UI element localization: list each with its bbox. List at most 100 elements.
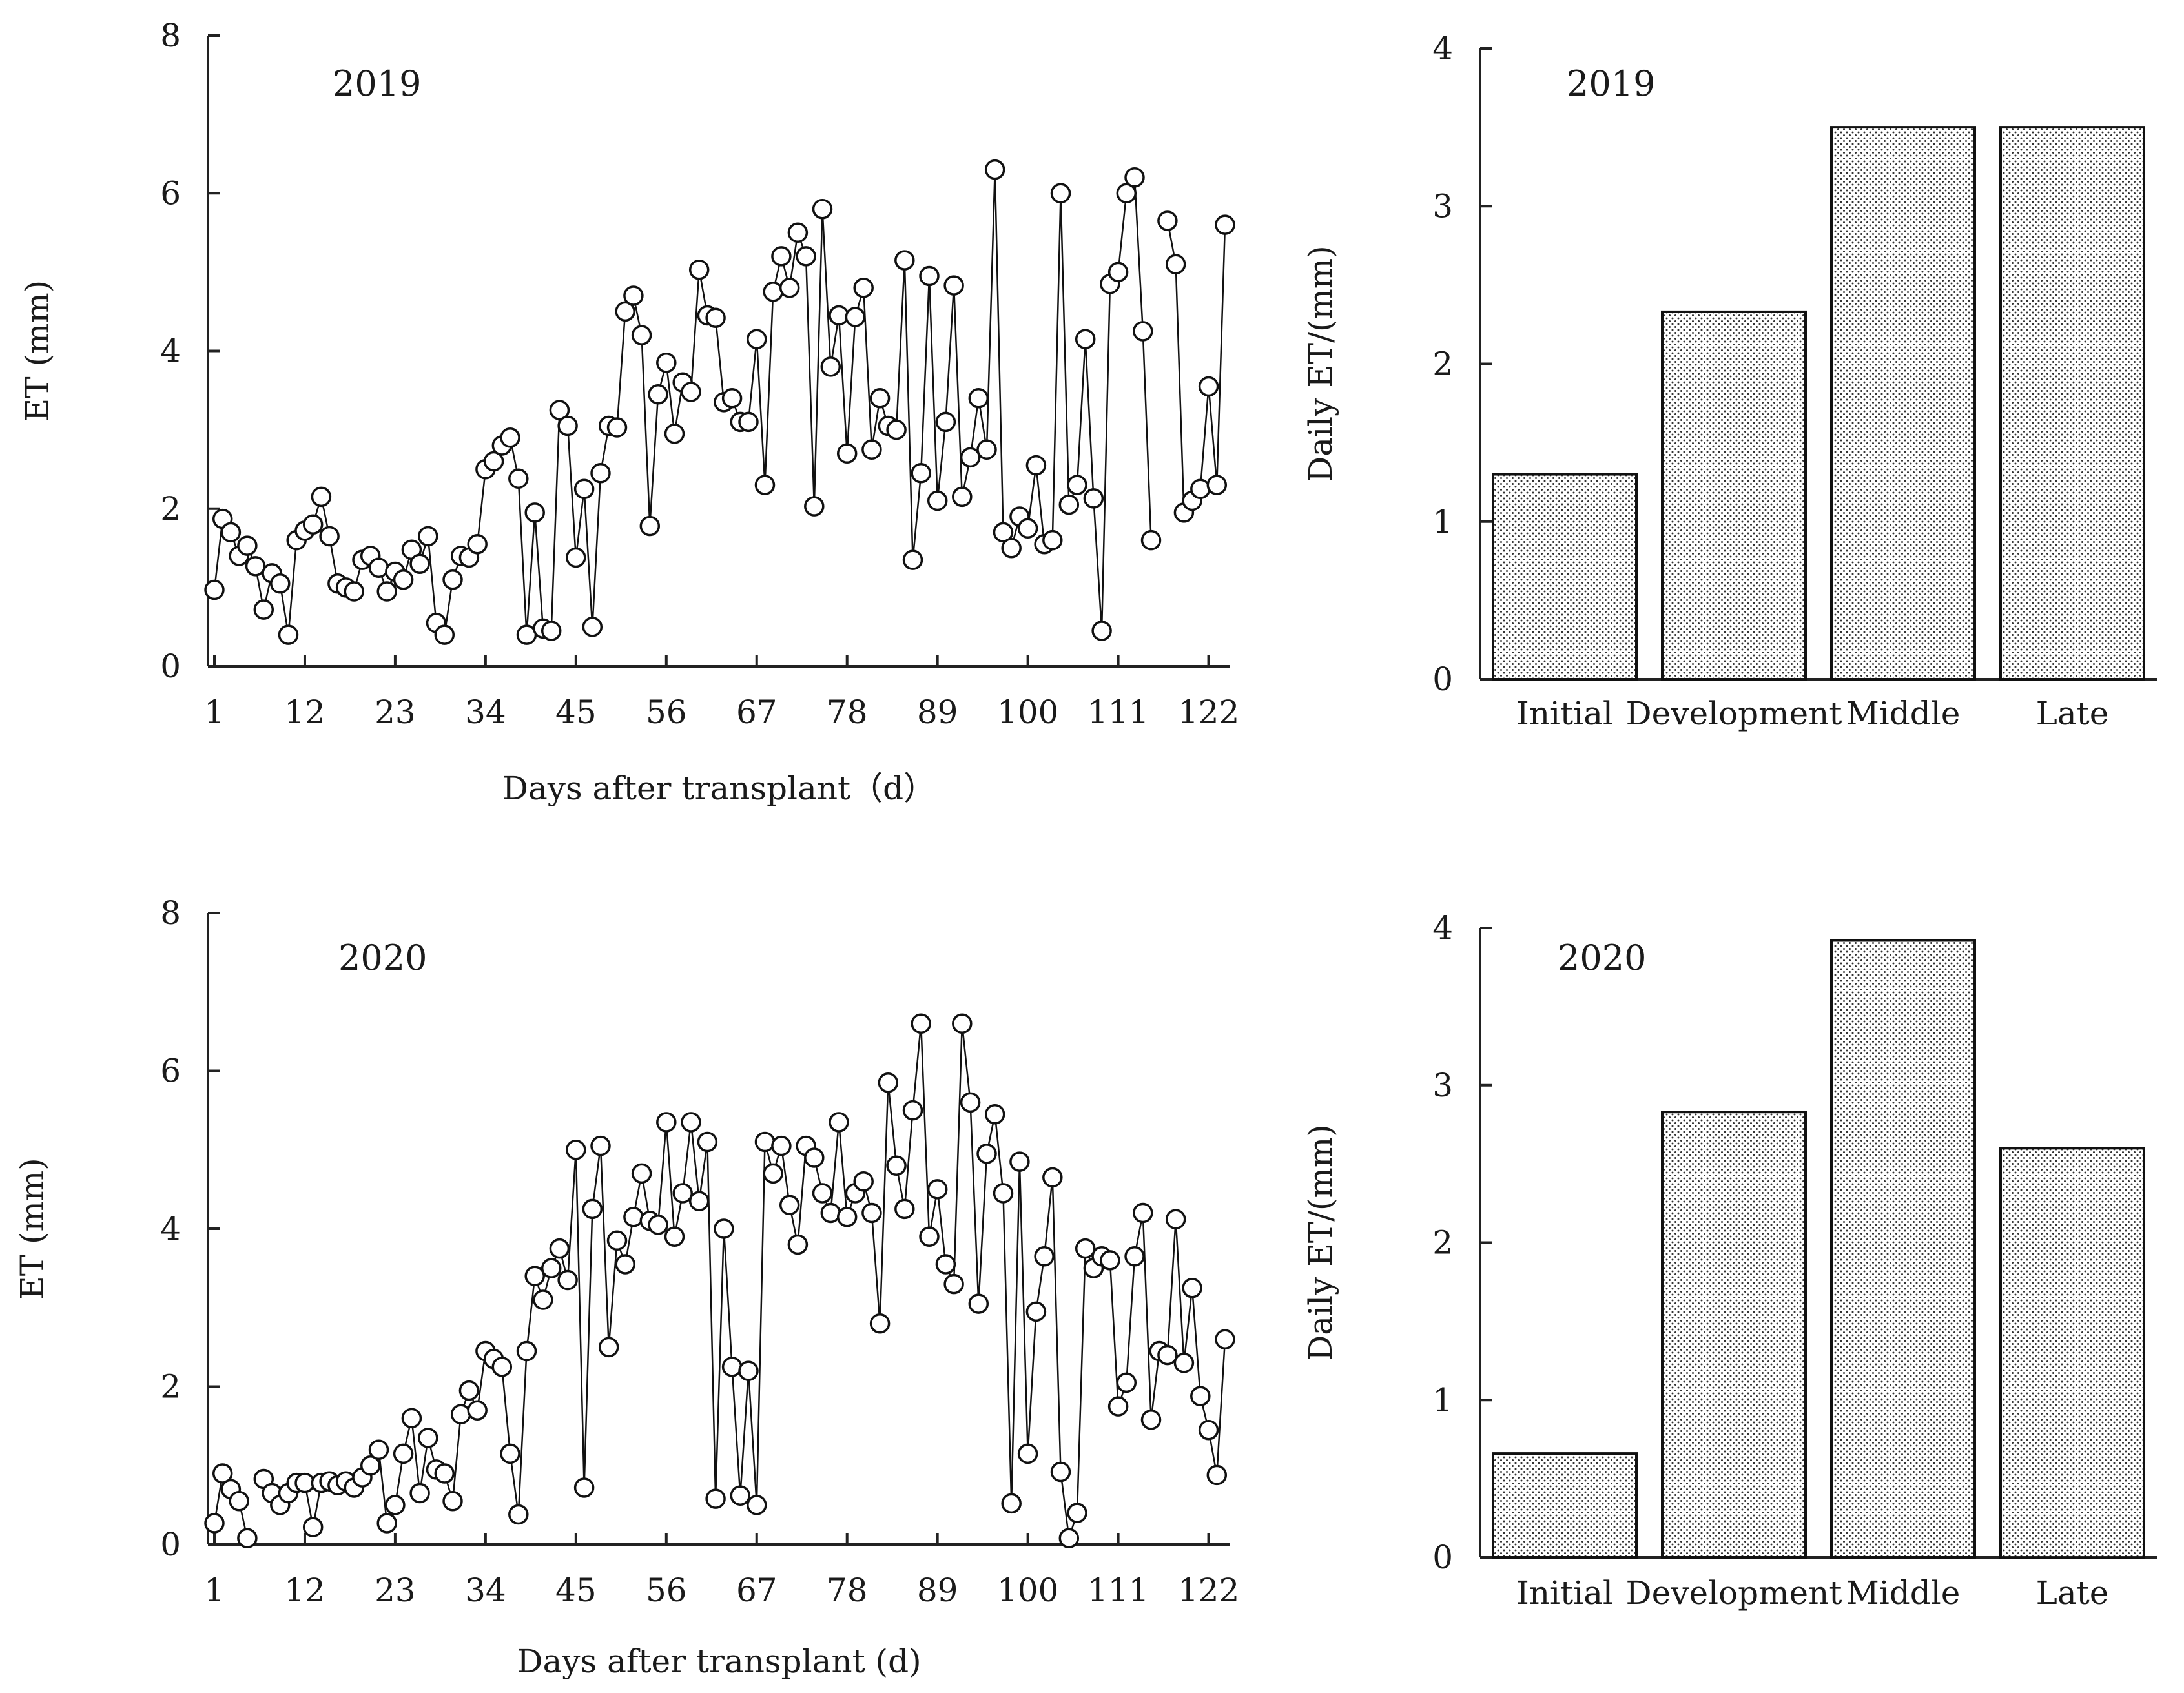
data-point [853, 1171, 874, 1192]
data-point [656, 1112, 677, 1133]
data-point [1140, 529, 1162, 551]
data-point [491, 1357, 513, 1377]
data-point [960, 447, 981, 468]
data-point [1157, 210, 1178, 231]
data-point [220, 522, 242, 543]
bar-development [1661, 310, 1807, 681]
category-label: Initial [1516, 1574, 1613, 1612]
data-point [697, 1131, 718, 1153]
data-point [1091, 621, 1112, 641]
y-axis-label: Daily ET/(mm) [1302, 1124, 1339, 1361]
category-label: Late [2036, 1574, 2109, 1612]
x-tick-label: 56 [646, 1572, 687, 1609]
data-point [968, 1293, 989, 1314]
y-tick-label: 6 [160, 1052, 181, 1090]
data-point [434, 624, 455, 645]
data-point [943, 1273, 964, 1295]
data-point [623, 285, 644, 306]
category-label: Development [1626, 695, 1842, 732]
y-tick-label: 0 [1432, 661, 1453, 698]
data-point [688, 1191, 710, 1211]
data-point [681, 382, 701, 402]
y-tick-label: 4 [160, 333, 181, 370]
data-point [442, 1491, 463, 1512]
category-label: Middle [1846, 1574, 1961, 1612]
y-tick-label: 0 [160, 648, 181, 685]
x-tick-label: 56 [646, 693, 687, 731]
bar-late [1999, 126, 2145, 681]
data-point [952, 1013, 973, 1034]
bar-middle [1830, 126, 1976, 681]
bar-initial [1492, 1452, 1638, 1559]
data-point [763, 282, 783, 302]
x-tick-label: 111 [1087, 1572, 1149, 1609]
data-point [573, 1477, 595, 1498]
data-point [450, 1404, 471, 1425]
bar-development [1661, 1111, 1807, 1559]
data-point [836, 443, 858, 464]
data-point [754, 475, 776, 495]
data-point [302, 1517, 324, 1537]
x-axis-label: Days after transplant (d) [517, 1643, 921, 1680]
data-point [911, 1013, 931, 1034]
data-point [615, 1254, 635, 1275]
x-tick-label: 34 [465, 693, 506, 731]
data-point [829, 305, 849, 326]
bar-initial [1492, 473, 1638, 681]
x-tick-label: 100 [997, 1572, 1058, 1609]
data-point [1050, 1461, 1071, 1483]
data-point [984, 159, 1005, 180]
data-point [302, 514, 324, 535]
data-point [1042, 529, 1063, 551]
y-tick-label: 4 [160, 1210, 181, 1247]
data-point [467, 533, 488, 555]
data-point [927, 490, 948, 511]
data-point [409, 1483, 430, 1504]
data-point [541, 1258, 562, 1278]
data-point [590, 1135, 611, 1156]
data-point [1182, 1277, 1202, 1298]
data-point [771, 1135, 792, 1156]
data-point [467, 1400, 488, 1421]
data-point [557, 1269, 578, 1291]
data-point [549, 400, 570, 420]
data-point [245, 556, 266, 577]
data-point [1017, 1443, 1038, 1464]
data-point [1001, 1493, 1022, 1514]
data-point [582, 617, 603, 637]
data-point [993, 522, 1014, 543]
data-point [278, 624, 299, 645]
bar-late [1999, 1147, 2145, 1559]
data-point [787, 1234, 809, 1255]
data-point [1067, 475, 1087, 495]
y-tick-label: 0 [160, 1526, 181, 1563]
data-point [1042, 1167, 1063, 1188]
data-point [590, 463, 611, 484]
data-point [1133, 1202, 1153, 1224]
data-point [779, 1195, 800, 1216]
data-point [606, 1230, 628, 1251]
data-point [1050, 183, 1071, 204]
daily-et-2020-bar-chart: 0 1 2 3 4 2020 Daily ET/(mm) Initial Development… [1302, 909, 2157, 1612]
data-point [1173, 1353, 1195, 1373]
year-annotation: 2020 [338, 938, 427, 978]
category-label: Development [1626, 1574, 1842, 1612]
y-tick-label: 2 [1432, 345, 1453, 383]
y-tick-label: 4 [1432, 30, 1453, 67]
et-2019-line-chart: 0 2 4 6 8 2019 ET (mm) 1 12 23 34 45 56 67 78 89 100 111 1… [19, 17, 1239, 807]
data-point [747, 329, 767, 349]
data-point [812, 198, 833, 220]
y-axis-label: ET (mm) [14, 1158, 51, 1300]
data-point [1133, 321, 1153, 342]
data-point [582, 1198, 603, 1220]
data-point [311, 486, 332, 508]
category-label: Late [2036, 695, 2109, 732]
data-point [927, 1179, 948, 1200]
data-point [878, 1072, 899, 1093]
et-2020-line-chart: 0 2 4 6 8 2020 ET (mm) 1 12 23 34 45 56 67 78 89 100 111 1… [14, 894, 1239, 1680]
y-tick-label: 0 [1432, 1539, 1453, 1576]
y-tick-label: 1 [1432, 1381, 1453, 1419]
data-point [1124, 1246, 1145, 1267]
data-point [204, 579, 225, 600]
year-annotation: 2019 [1567, 63, 1655, 104]
